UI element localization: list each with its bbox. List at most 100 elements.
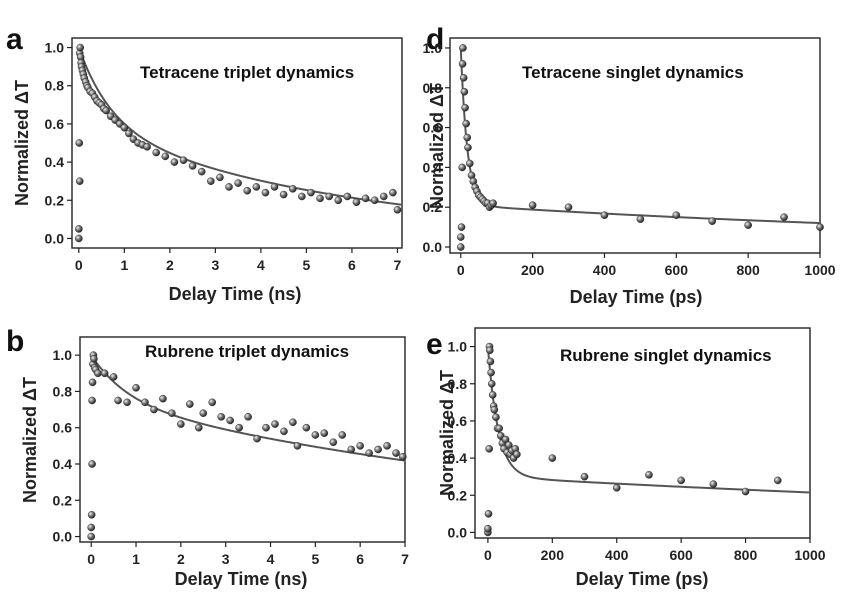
- plot-frame: [79, 336, 406, 543]
- data-point: [207, 177, 215, 185]
- data-point: [780, 213, 788, 221]
- data-point: [461, 103, 469, 112]
- y-tick-label: 1.0: [45, 40, 65, 56]
- plot-frame: [71, 37, 403, 249]
- panel-annotation: Tetracene singlet dynamics: [522, 63, 744, 82]
- data-point: [708, 217, 717, 225]
- data-point: [485, 444, 493, 453]
- data-point: [159, 394, 167, 403]
- x-tick-label: 200: [521, 262, 545, 278]
- x-tick-label: 1: [120, 257, 128, 273]
- data-point: [487, 379, 496, 388]
- data-point: [179, 156, 188, 164]
- data-point: [464, 143, 472, 152]
- data-point: [102, 106, 110, 115]
- data-point: [120, 123, 129, 132]
- data-point: [161, 152, 170, 161]
- data-point: [370, 196, 379, 205]
- data-point: [114, 396, 122, 405]
- y-tick-label: 0.4: [53, 456, 73, 472]
- fit-curve: [486, 346, 811, 494]
- data-point: [456, 243, 465, 251]
- y-axis-title: Normalized ΔT: [437, 370, 457, 496]
- data-point: [816, 223, 824, 231]
- x-tick-label: 5: [311, 551, 319, 567]
- data-point: [356, 442, 364, 450]
- data-point: [361, 194, 370, 203]
- y-tick-label: 0.6: [53, 420, 73, 436]
- data-point: [334, 196, 343, 205]
- data-point: [709, 480, 718, 488]
- data-point: [262, 423, 270, 432]
- data-point: [177, 420, 185, 428]
- data-point: [600, 211, 609, 219]
- data-point: [580, 472, 589, 481]
- x-axis-title: Delay Time (ps): [570, 287, 703, 307]
- x-tick-label: 3: [211, 257, 219, 273]
- data-point: [279, 190, 288, 199]
- x-tick-label: 1000: [804, 262, 835, 278]
- x-axis-title: Delay Time (ps): [576, 569, 709, 589]
- data-point: [343, 192, 352, 201]
- data-point: [460, 87, 469, 96]
- data-point: [383, 442, 391, 450]
- data-point: [261, 188, 270, 197]
- plot-frame: [449, 37, 821, 254]
- data-point: [87, 532, 96, 541]
- x-tick-label: 0: [457, 262, 465, 278]
- y-tick-label: 0.0: [448, 524, 468, 540]
- y-tick-label: 0.8: [53, 383, 73, 399]
- y-tick-label: 0.8: [45, 78, 65, 94]
- y-tick-label: 0.2: [45, 192, 65, 208]
- data-point: [168, 409, 176, 417]
- data-point: [490, 405, 499, 414]
- y-tick-label: 0.2: [423, 199, 443, 215]
- data-point: [393, 206, 402, 214]
- data-point: [379, 192, 388, 201]
- data-point: [486, 346, 494, 355]
- x-tick-label: 2: [166, 257, 174, 273]
- y-tick-label: 0.8: [448, 376, 468, 392]
- data-point: [75, 225, 83, 233]
- data-point: [216, 173, 224, 182]
- data-point: [487, 368, 495, 377]
- data-point: [462, 119, 470, 128]
- data-point: [316, 194, 324, 203]
- data-point: [288, 185, 297, 193]
- data-point: [645, 471, 653, 479]
- data-point: [307, 188, 315, 197]
- data-point: [243, 186, 252, 195]
- data-point: [398, 452, 407, 461]
- x-tick-label: 7: [401, 551, 409, 567]
- y-tick-label: 0.0: [423, 239, 443, 255]
- panel-letter: a: [6, 23, 23, 56]
- data-point: [76, 43, 84, 52]
- data-point: [636, 215, 645, 223]
- data-point: [528, 201, 537, 210]
- data-point: [252, 183, 261, 191]
- data-point: [352, 198, 361, 206]
- data-point: [456, 233, 465, 241]
- data-point: [152, 148, 161, 157]
- y-tick-label: 1.0: [53, 347, 73, 363]
- y-tick-label: 0.6: [45, 116, 65, 132]
- x-tick-label: 0: [87, 551, 95, 567]
- data-point: [88, 460, 96, 468]
- x-tick-label: 200: [541, 547, 565, 563]
- panel-letter: d: [426, 23, 444, 56]
- data-point: [458, 163, 467, 172]
- panel-letter: e: [426, 328, 443, 361]
- data-point: [199, 409, 208, 417]
- y-tick-label: 0.0: [45, 230, 65, 246]
- x-tick-label: 2: [177, 551, 185, 567]
- data-point: [170, 158, 179, 166]
- data-point: [298, 192, 306, 201]
- x-tick-label: 4: [257, 257, 265, 273]
- data-point: [365, 449, 373, 457]
- data-point: [347, 445, 356, 454]
- y-tick-label: 0.0: [53, 529, 73, 545]
- y-tick-label: 0.8: [423, 80, 443, 96]
- data-point: [311, 431, 320, 439]
- data-point: [325, 192, 333, 201]
- x-axis-title: Delay Time (ns): [169, 284, 302, 304]
